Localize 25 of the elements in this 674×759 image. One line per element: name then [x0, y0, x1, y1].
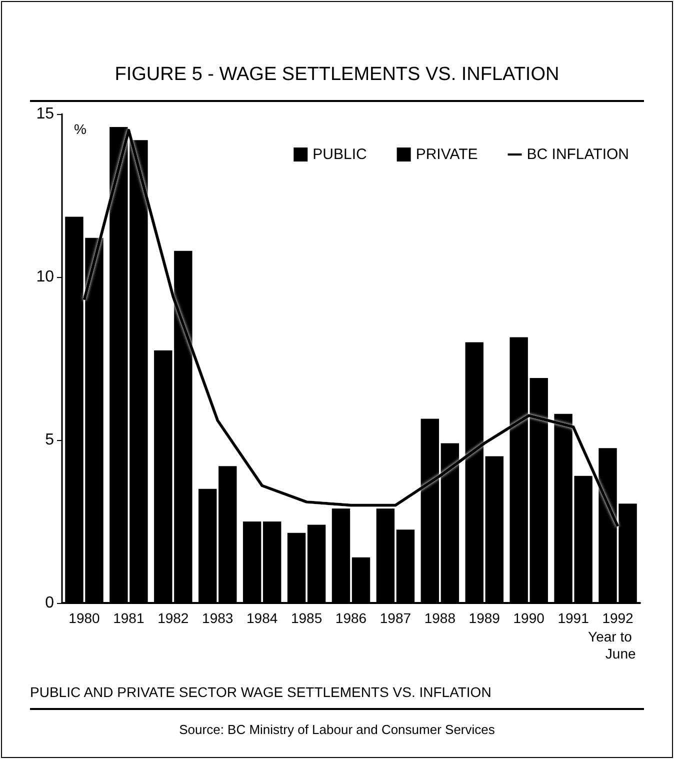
y-tick-label: 0	[45, 594, 54, 612]
x-tick-label: 1980	[68, 610, 100, 626]
legend-label: BC INFLATION	[526, 146, 630, 163]
y-tick-label: 10	[36, 268, 54, 286]
y-axis-title: %	[74, 121, 86, 137]
y-tick-label: 5	[45, 432, 54, 448]
x-tick-label: 1990	[513, 610, 545, 626]
x-tick-label: 1985	[290, 610, 322, 626]
x-tick-label: 1991	[558, 610, 590, 626]
x-tick-label: 1992	[602, 610, 634, 626]
x-tick-label: 1987	[380, 610, 412, 626]
x-tick-label: 1986	[335, 610, 367, 626]
legend-label: PRIVATE	[416, 146, 478, 163]
chart-title: FIGURE 5 - WAGE SETTLEMENTS VS. INFLATION	[30, 58, 644, 102]
x-tick-label: 1981	[113, 610, 144, 626]
source-note: Source: BC Ministry of Labour and Consumer Services	[178, 722, 496, 737]
text: Year to June	[588, 628, 636, 662]
x-tick-label: 1984	[246, 610, 278, 626]
x-tick-label: 1989	[468, 610, 500, 626]
x-tick-label: 1988	[424, 610, 456, 626]
x-tick-label: 1983	[202, 610, 234, 626]
legend-label: PUBLIC	[312, 146, 367, 163]
x-tick-label: 1982	[158, 610, 189, 626]
text: PUBLIC AND PRIVATE SECTOR WAGE SETTLEMENTS VS. INFLATION	[30, 680, 644, 710]
y-tick-label: 15	[36, 106, 54, 122]
